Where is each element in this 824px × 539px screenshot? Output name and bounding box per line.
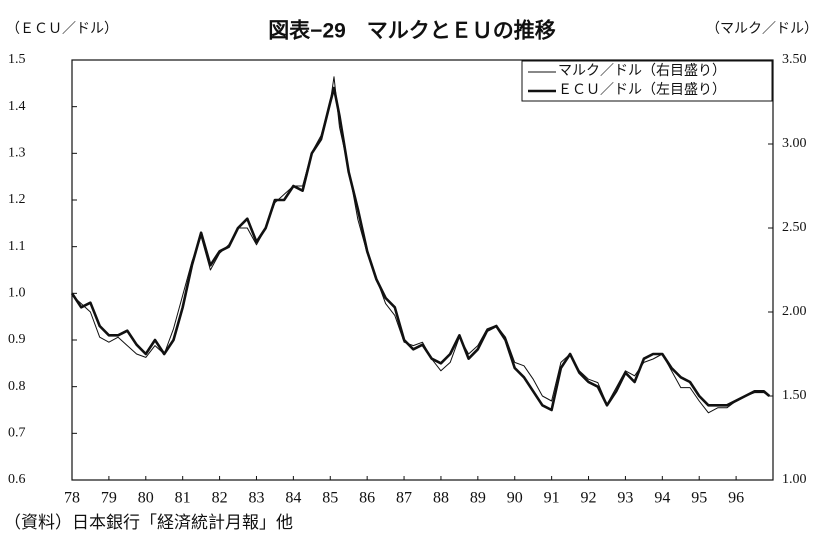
x-tick-label: 92 <box>581 490 597 507</box>
x-tick-label: 85 <box>322 490 338 507</box>
legend-label: ＥＣＵ／ドル（左目盛り） <box>558 82 726 98</box>
y2-tick-label: 3.50 <box>782 52 807 67</box>
x-tick-label: 90 <box>507 490 523 507</box>
x-tick-label: 83 <box>248 490 264 507</box>
x-tick-label: 86 <box>359 490 375 507</box>
x-tick-label: 95 <box>691 490 707 507</box>
y2-tick-label: 2.00 <box>782 304 807 319</box>
y-tick-label: 1.4 <box>8 99 26 114</box>
y2-tick-label: 2.50 <box>782 220 807 235</box>
x-tick-label: 91 <box>544 490 560 507</box>
y-tick-label: 0.8 <box>8 379 26 394</box>
y2-axis-label: （マルク／ドル） <box>706 21 818 37</box>
y-tick-label: 1.3 <box>8 146 26 161</box>
x-tick-label: 82 <box>212 490 228 507</box>
legend-label: マルク／ドル（右目盛り） <box>558 63 726 79</box>
x-tick-label: 88 <box>433 490 449 507</box>
y2-tick-label: 1.50 <box>782 388 807 403</box>
x-tick-label: 81 <box>175 490 191 507</box>
x-tick-label: 87 <box>396 490 412 507</box>
y-tick-label: 1.5 <box>8 52 26 67</box>
x-tick-label: 96 <box>728 490 744 507</box>
x-tick-label: 79 <box>101 490 117 507</box>
y-tick-label: 1.1 <box>8 239 26 254</box>
y-axis-label: （ＥＣＵ／ドル） <box>6 21 118 37</box>
series-line <box>70 86 771 412</box>
y2-tick-label: 3.00 <box>782 136 807 151</box>
source-note: （資料）日本銀行「経済統計月報」他 <box>4 513 293 532</box>
y-tick-label: 1.2 <box>8 192 26 207</box>
plot-frame <box>71 59 774 481</box>
y-tick-label: 1.0 <box>8 286 26 301</box>
y-tick-label: 0.6 <box>8 472 26 487</box>
y-tick-label: 0.9 <box>8 332 26 347</box>
x-tick-label: 94 <box>654 490 670 507</box>
y2-tick-label: 1.00 <box>782 472 807 487</box>
x-tick-label: 78 <box>64 490 80 507</box>
x-tick-label: 80 <box>138 490 154 507</box>
chart-title: 図表−29 マルクとＥＵの推移 <box>268 19 556 43</box>
legend-box <box>521 60 773 102</box>
x-tick-label: 84 <box>285 490 301 507</box>
x-tick-label: 93 <box>617 490 633 507</box>
series-line <box>71 76 770 414</box>
x-tick-label: 89 <box>470 490 486 507</box>
y-tick-label: 0.7 <box>8 426 26 441</box>
